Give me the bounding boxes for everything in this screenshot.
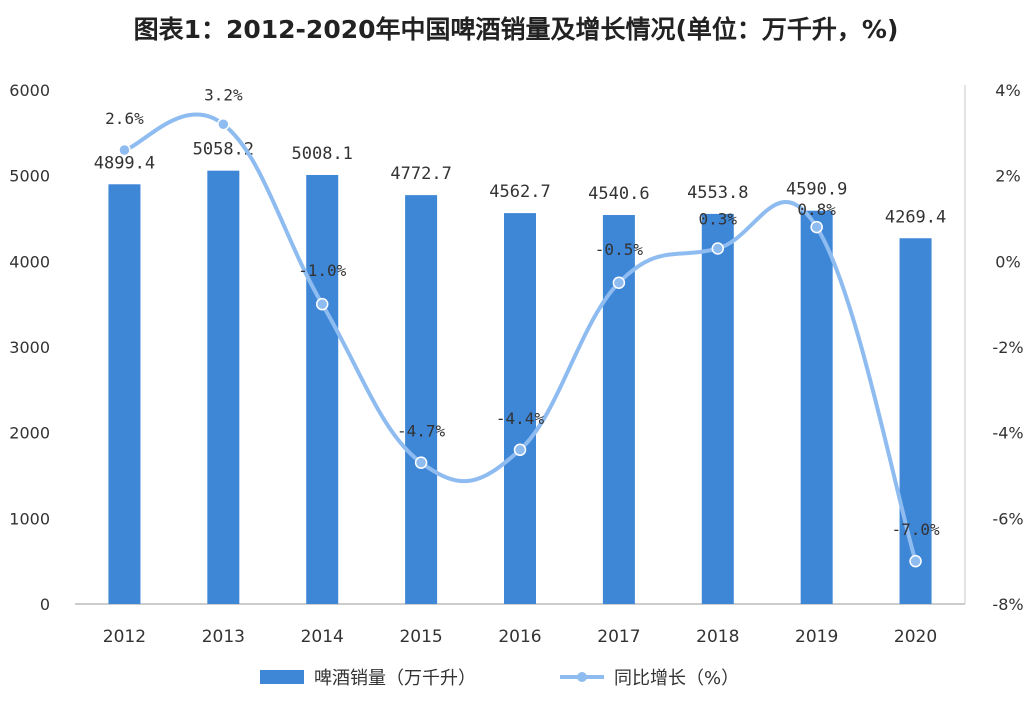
legend-bar-swatch [260,670,304,684]
line-data-label: 3.2% [204,85,243,104]
right-tick-label: -4% [992,424,1023,443]
line-data-label: 2.6% [105,109,144,128]
line-data-label: 0.3% [699,209,738,228]
line-point [513,443,527,457]
line-data-label: 0.8% [797,200,836,219]
bar-data-label: 4590.9 [786,180,847,200]
x-tick-label: 2016 [498,627,541,647]
x-tick-label: 2017 [597,627,640,647]
bar-data-label: 4899.4 [94,153,155,173]
bar [108,184,141,604]
line-data-label: -4.7% [397,422,446,441]
line-point [315,297,329,311]
left-tick-label: 4000 [9,252,50,271]
bar [504,213,536,604]
bar [207,170,240,605]
right-tick-label: -2% [992,338,1023,357]
bar-data-labels: 4899.4 5058.2 5008.1 4772.7 4562.7 4540.6 4553… [94,140,947,228]
bar [306,174,339,604]
line-data-labels: 2.6% 3.2% -1.0% -4.7% -4.4% -0.5% 0.3% 0.8% -7.0… [105,85,940,539]
legend-line-label: 同比增长（%） [614,668,739,689]
line-point [909,554,922,568]
line-data-label: -4.4% [496,409,545,428]
bar-data-label: 4772.7 [390,164,451,184]
left-tick-label: 0 [40,595,50,614]
bar-data-label: 5058.2 [193,140,254,160]
right-tick-label: -6% [992,509,1023,528]
left-tick-label: 3000 [9,338,50,357]
line-point [612,276,626,289]
left-tick-label: 2000 [9,424,50,443]
right-tick-label: 4% [995,81,1020,100]
line-point [711,242,725,255]
right-y-axis: -8% -6% -4% -2% 0% 2% 4% [992,81,1023,614]
x-tick-label: 2013 [202,627,245,647]
line-series [118,112,922,568]
left-tick-label: 6000 [9,81,50,100]
x-tick-label: 2019 [795,627,838,647]
bar [800,210,833,605]
x-tick-label: 2012 [103,627,146,647]
left-tick-label: 5000 [9,167,50,186]
bar-data-label: 4562.7 [489,182,550,202]
right-tick-label: 0% [995,252,1020,271]
chart-title: 图表1：2012-2020年中国啤酒销量及增长情况(单位：万千升，%) [133,15,899,44]
x-tick-label: 2014 [301,627,344,647]
left-y-axis: 0 1000 2000 3000 4000 5000 6000 [9,81,50,614]
left-tick-label: 1000 [9,509,50,528]
bar [405,195,438,604]
bar-data-label: 4269.4 [885,207,946,227]
right-tick-label: -8% [992,595,1023,614]
line-point [118,143,131,157]
bar [899,238,932,604]
line-point [414,456,428,469]
legend-bar-label: 啤酒销量（万千升） [314,668,476,689]
x-tick-label: 2015 [399,627,442,647]
right-tick-label: 2% [995,167,1020,186]
bar [701,213,734,605]
x-axis: 2012 2013 2014 2015 2016 2017 2018 2019 2020 [103,627,937,647]
bar-data-label: 5008.1 [292,144,353,164]
line-data-label: -1.0% [298,261,347,280]
line-point [217,118,230,131]
x-tick-label: 2020 [894,627,937,647]
legend-line-marker [577,672,587,682]
bar-data-label: 4540.6 [588,184,649,204]
x-tick-label: 2018 [696,627,739,647]
legend: 啤酒销量（万千升） 同比增长（%） [260,668,739,689]
line-data-label: -0.5% [595,240,644,259]
line-data-label: -7.0% [891,520,940,539]
bar-data-label: 4553.8 [687,183,748,203]
line-point [810,220,823,234]
bar-series [108,170,932,605]
